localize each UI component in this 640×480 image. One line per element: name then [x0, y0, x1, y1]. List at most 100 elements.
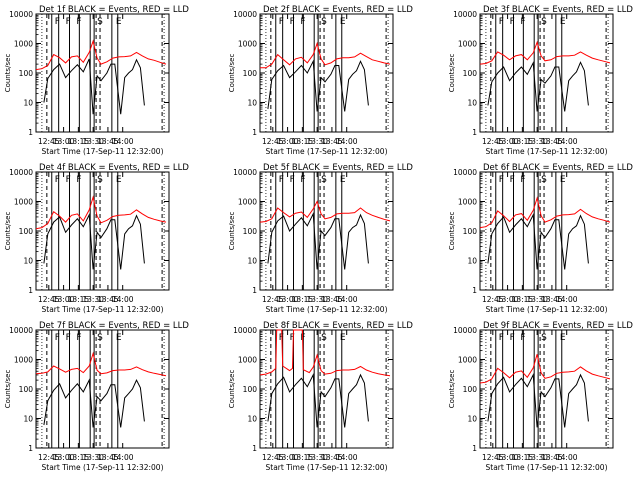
region-letter: E: [340, 333, 346, 343]
x-tick-label: 13:45: [321, 295, 343, 304]
region-letter: F: [66, 175, 71, 185]
y-tick-label: 100: [243, 227, 258, 236]
y-tick-label: 100: [243, 69, 258, 78]
region-letter: F: [76, 175, 81, 185]
y-tick-label: 1: [28, 286, 33, 295]
x-axis-label: Start Time (17-Sep-11 12:32:00): [42, 147, 164, 156]
x-axis-label: Start Time (17-Sep-11 12:32:00): [266, 305, 388, 314]
y-tick-label: 100: [19, 385, 34, 394]
x-tick-label: 13:45: [541, 453, 563, 462]
panel-title: Det 4f BLACK = Events, RED = LLD: [39, 163, 189, 173]
lld-series-line: [479, 40, 611, 65]
y-tick-label: 10000: [453, 326, 477, 335]
region-letter: F: [55, 175, 60, 185]
x-tick-label: 13:00: [497, 137, 519, 146]
y-tick-label: 1000: [238, 356, 257, 365]
y-tick-label: 10: [247, 257, 257, 266]
x-tick-label: 13:30: [306, 295, 328, 304]
y-tick-label: 10000: [9, 168, 33, 177]
panel-title: Det 3f BLACK = Events, RED = LLD: [483, 5, 633, 15]
y-tick-label: 10000: [453, 168, 477, 177]
region-letter: F: [76, 333, 81, 343]
y-tick-label: 10: [23, 257, 33, 266]
x-tick-label: 13:30: [526, 453, 548, 462]
x-tick-label: 13:45: [97, 453, 119, 462]
x-tick-label: 13:45: [97, 295, 119, 304]
plot-frame: [479, 13, 614, 133]
y-tick-label: 10: [23, 415, 33, 424]
x-tick-label: 14:00: [336, 137, 358, 146]
x-tick-label: 12:45: [482, 453, 504, 462]
x-tick-label: 13:30: [82, 295, 104, 304]
panel-title: Det 8f BLACK = Events, RED = LLD: [263, 321, 413, 331]
events-series-line: [43, 378, 145, 428]
y-tick-label: 10000: [9, 326, 33, 335]
panel-det-6f: Det 6f BLACK = Events, RED = LLD 1 10 100 10…: [448, 163, 633, 314]
x-tick-label: 12:45: [482, 295, 504, 304]
panel-det-9f: Det 9f BLACK = Events, RED = LLD 1 10 100 10…: [448, 321, 633, 472]
y-tick-label: 1000: [458, 356, 477, 365]
x-tick-label: 13:00: [53, 137, 75, 146]
x-tick-label: 12:45: [38, 137, 60, 146]
x-axis-label: Start Time (17-Sep-11 12:32:00): [486, 463, 608, 472]
y-tick-label: 1000: [238, 40, 257, 49]
plot-frame: [479, 171, 614, 291]
lld-series-line: [259, 200, 391, 223]
x-tick-label: 14:00: [556, 295, 578, 304]
region-letter: S: [541, 175, 547, 185]
x-tick-label: 12:45: [482, 137, 504, 146]
y-tick-label: 1000: [238, 198, 257, 207]
x-tick-label: 12:45: [262, 295, 284, 304]
x-tick-label: 14:00: [112, 137, 134, 146]
x-tick-label: 13:45: [321, 137, 343, 146]
events-series-line: [267, 212, 369, 270]
region-letter: F: [520, 175, 525, 185]
y-tick-label: 1000: [458, 198, 477, 207]
plot-frame: [479, 329, 614, 449]
y-tick-label: 10: [247, 99, 257, 108]
region-letter: E: [340, 17, 346, 27]
y-tick-label: 100: [463, 385, 478, 394]
x-axis-label: Start Time (17-Sep-11 12:32:00): [266, 463, 388, 472]
region-letter: E: [116, 175, 122, 185]
events-series-line: [43, 213, 145, 270]
x-tick-label: 14:00: [556, 453, 578, 462]
x-tick-label: 13:30: [82, 453, 104, 462]
y-axis-label: Counts/sec: [228, 370, 236, 409]
panel-det-5f: Det 5f BLACK = Events, RED = LLD 1 10 100 10…: [228, 163, 413, 314]
region-letter: F: [510, 17, 515, 27]
x-tick-label: 14:00: [336, 295, 358, 304]
x-axis-label: Start Time (17-Sep-11 12:32:00): [42, 463, 164, 472]
y-tick-label: 10000: [233, 10, 257, 19]
lld-series-line: [35, 195, 167, 230]
events-series-line: [267, 373, 369, 428]
panel-det-4f: Det 4f BLACK = Events, RED = LLD 1 10 100 10…: [4, 163, 189, 314]
x-tick-label: 13:00: [497, 453, 519, 462]
region-letter: F: [499, 333, 504, 343]
y-tick-label: 1: [252, 286, 257, 295]
panel-det-1f: Det 1f BLACK = Events, RED = LLD 1 10 100 10…: [4, 5, 189, 156]
region-letter: F: [499, 175, 504, 185]
y-tick-label: 10000: [233, 326, 257, 335]
y-tick-label: 1: [472, 128, 477, 137]
region-letter: S: [97, 175, 103, 185]
panel-title: Det 6f BLACK = Events, RED = LLD: [483, 163, 633, 173]
region-letter: E: [340, 175, 346, 185]
region-letter: S: [321, 333, 327, 343]
x-tick-label: 13:00: [277, 295, 299, 304]
region-letter: E: [116, 333, 122, 343]
y-tick-label: 1000: [458, 40, 477, 49]
region-letter: S: [541, 17, 547, 27]
region-letter: F: [279, 333, 284, 343]
x-tick-label: 13:45: [541, 295, 563, 304]
x-tick-label: 13:00: [497, 295, 519, 304]
x-tick-label: 13:15: [68, 295, 90, 304]
panel-det-7f: Det 7f BLACK = Events, RED = LLD 1 10 100 10…: [4, 321, 189, 472]
y-tick-label: 1000: [14, 356, 33, 365]
region-letter: F: [510, 175, 515, 185]
events-series-line: [43, 58, 145, 115]
x-tick-label: 12:45: [38, 295, 60, 304]
events-series-line: [487, 373, 589, 428]
plot-frame: [259, 171, 394, 291]
region-letter: E: [560, 17, 566, 27]
